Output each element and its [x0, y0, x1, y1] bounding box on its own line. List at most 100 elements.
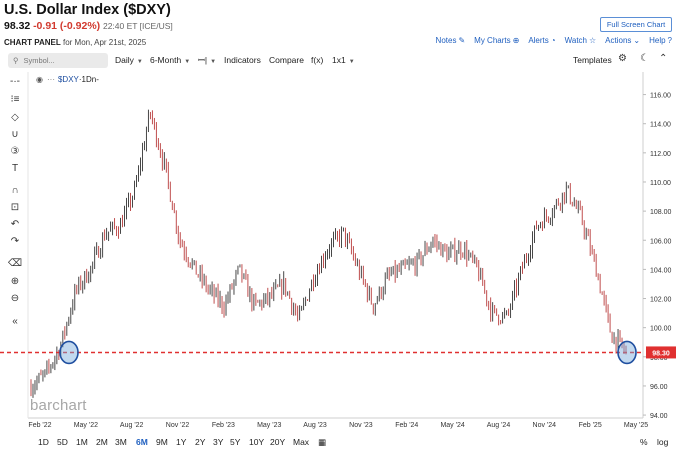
function-button[interactable]: f(x)	[311, 55, 324, 65]
drawing-tools-sidebar: -·- ⁝≡ ◇ ∪ ③ T ∩ ⊡ ↶ ↷ ⌫ ⊕ ⊖ «	[0, 72, 28, 432]
period-5y[interactable]: 5Y	[230, 437, 241, 447]
help-label: Help	[649, 36, 666, 45]
chevron-down-icon: ▼	[136, 59, 143, 65]
x-axis-labels: Feb '22 May '22 Aug '22 Nov '22 Feb '23 May '…	[28, 422, 648, 429]
edit-icon: ✎	[458, 36, 466, 45]
x-tick-label: Feb '24	[395, 422, 418, 429]
bar-type-icon: ꟷ|	[198, 55, 208, 65]
watch-link[interactable]: Watch ☆	[565, 36, 597, 45]
period-20y[interactable]: 20Y	[270, 437, 286, 447]
star-icon: ☆	[588, 36, 597, 45]
x-tick-label: Nov '22	[166, 422, 190, 429]
plus-circle-icon: ⊕	[512, 36, 520, 45]
price-chart[interactable]: Feb '22 May '22 Aug '22 Nov '22 Feb '23 May '…	[0, 72, 680, 432]
period-10y[interactable]: 10Y	[249, 437, 265, 447]
x-tick-label: May '23	[257, 422, 281, 429]
period-5d[interactable]: 5D	[57, 437, 68, 447]
highlight-circle	[617, 340, 637, 365]
zoom-in-icon[interactable]: ⊕	[10, 276, 20, 287]
y-tick-label: 100.00	[650, 326, 672, 333]
legend-menu-dots[interactable]: ···	[46, 75, 55, 84]
alerts-label: Alerts	[528, 36, 549, 45]
chevron-down-icon: ▼	[348, 59, 355, 65]
quote-timestamp: 22:40 ET [ICE/US]	[102, 21, 173, 31]
calendar-icon[interactable]: ▦	[318, 437, 327, 447]
price-change: -0.91 (-0.92%)	[33, 20, 101, 32]
help-link[interactable]: Help?	[649, 36, 672, 45]
x-tick-label: Feb '25	[579, 422, 602, 429]
period-3y[interactable]: 3Y	[213, 437, 224, 447]
y-tick-label: 106.00	[650, 238, 672, 245]
y-tick-label: 116.00	[650, 93, 671, 100]
undo-icon[interactable]: ↶	[10, 219, 20, 230]
range-select[interactable]: 6-Month ▼	[150, 55, 190, 65]
trend-lines-icon[interactable]: ⁝≡	[10, 94, 20, 105]
watch-label: Watch	[564, 36, 587, 45]
log-scale-toggle[interactable]: log	[657, 437, 669, 447]
chart-toolbar: ⚲ Symbol... Daily ▼ 6-Month ▼ ꟷ| ▼ Indicato…	[0, 50, 680, 72]
alerts-link[interactable]: Alerts ◔	[528, 36, 555, 45]
last-price-marker	[646, 346, 676, 359]
redo-icon[interactable]: ↷	[10, 236, 20, 247]
period-max[interactable]: Max	[293, 437, 310, 447]
layout-select[interactable]: 1x1 ▼	[332, 55, 355, 65]
period-1y[interactable]: 1Y	[176, 437, 187, 447]
chart-legend[interactable]: ◉ ··· $DXY·1Dn-	[36, 75, 99, 84]
pattern-icon[interactable]: ③	[10, 146, 20, 157]
y-tick-label: 104.00	[650, 267, 672, 274]
chart-panel-label: CHART PANEL for Mon, Apr 21st, 2025	[4, 38, 146, 47]
indicators-button[interactable]: Indicators	[224, 55, 261, 65]
chevron-down-icon: ▼	[184, 59, 191, 65]
period-1d[interactable]: 1D	[38, 437, 49, 447]
y-tick-label: 96.00	[650, 384, 668, 391]
text-tool-icon[interactable]: T	[11, 163, 19, 174]
chart-overlay: 98.30	[0, 340, 676, 365]
gear-icon[interactable]: ⚙	[618, 53, 627, 64]
bar-type-select[interactable]: ꟷ| ▼	[198, 55, 216, 66]
period-6m[interactable]: 6M	[136, 437, 148, 447]
moon-icon[interactable]: ☾	[640, 53, 649, 64]
full-screen-chart-button[interactable]: Full Screen Chart	[600, 17, 672, 32]
period-2m[interactable]: 2M	[96, 437, 108, 447]
notes-label: Notes	[435, 36, 457, 45]
period-bar: 1D 5D 1M 2M 3M 6M 9M 1Y 2Y 3Y 5Y 10Y 20Y Max ▦% log	[0, 432, 680, 452]
chart-grid	[27, 72, 646, 419]
y-tick-label: 110.00	[650, 180, 671, 187]
period-2y[interactable]: 2Y	[195, 437, 206, 447]
trash-icon[interactable]: ⌫	[7, 258, 23, 269]
compare-button[interactable]: Compare	[269, 55, 304, 65]
chevron-down-icon: ⌄	[633, 36, 641, 45]
x-tick-label: May '25	[624, 422, 648, 429]
my-charts-label: My Charts	[474, 36, 511, 45]
page-title: U.S. Dollar Index ($DXY)	[4, 2, 171, 18]
symbol-search-input[interactable]: ⚲ Symbol...	[8, 53, 108, 68]
collapse-sidebar-icon[interactable]: «	[12, 316, 18, 327]
interval-label: Daily	[115, 55, 134, 65]
highlight-circle	[59, 340, 79, 365]
templates-button[interactable]: Templates	[573, 55, 612, 65]
y-tick-label: 114.00	[650, 122, 671, 129]
last-price-label: 98.30	[652, 350, 670, 357]
collapse-icon[interactable]: ⌃	[659, 53, 668, 64]
eye-icon[interactable]: ◉	[36, 75, 43, 84]
x-tick-label: Nov '23	[349, 422, 373, 429]
x-tick-label: Nov '24	[533, 422, 557, 429]
period-1m[interactable]: 1M	[76, 437, 88, 447]
quote-line: 98.32 -0.91 (-0.92%) 22:40 ET [ICE/US]	[4, 20, 173, 32]
shapes-icon[interactable]: ◇	[11, 112, 19, 123]
legend-symbol: $DXY	[57, 75, 79, 84]
crosshair-line-icon[interactable]: -·-	[10, 76, 20, 87]
notes-link[interactable]: Notes ✎	[436, 36, 466, 45]
zoom-out-icon[interactable]: ⊖	[10, 293, 20, 304]
curve-icon[interactable]: ∪	[11, 129, 19, 140]
lock-icon[interactable]: ⊡	[10, 202, 20, 213]
actions-menu[interactable]: Actions ⌄	[605, 36, 640, 45]
price-bars	[30, 109, 627, 398]
my-charts-link[interactable]: My Charts ⊕	[474, 36, 519, 45]
magnet-icon[interactable]: ∩	[11, 185, 19, 196]
percent-scale-toggle[interactable]: %	[640, 437, 648, 447]
interval-select[interactable]: Daily ▼	[115, 55, 143, 65]
period-3m[interactable]: 3M	[115, 437, 127, 447]
bell-icon: ◔	[550, 36, 556, 45]
period-9m[interactable]: 9M	[156, 437, 168, 447]
